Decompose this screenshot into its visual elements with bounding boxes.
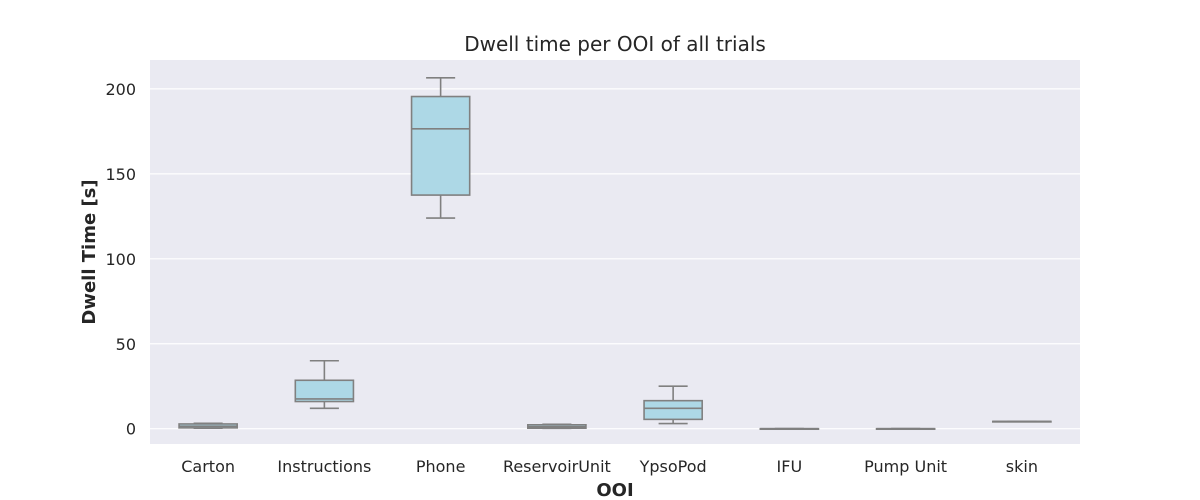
x-tick-label: Pump Unit	[864, 457, 947, 476]
y-axis-label: Dwell Time [s]	[79, 179, 100, 324]
y-tick-label: 150	[105, 165, 136, 184]
box-reservoirunit	[527, 423, 587, 430]
box-ypsopod	[643, 385, 703, 425]
y-tick-label: 50	[116, 335, 136, 354]
box-ifu	[759, 427, 820, 431]
box-pump-unit	[875, 427, 936, 431]
chart-title: Dwell time per OOI of all trials	[464, 32, 766, 56]
plot-area	[150, 60, 1080, 444]
x-tick-label: skin	[1006, 457, 1038, 476]
x-tick-label: ReservoirUnit	[503, 457, 611, 476]
x-tick-label: Instructions	[277, 457, 371, 476]
x-axis-label: OOI	[596, 480, 633, 500]
box-body	[294, 379, 355, 403]
box-phone	[410, 77, 471, 219]
x-tick-label: IFU	[777, 457, 803, 476]
box-carton	[178, 422, 238, 429]
y-axis-ticks: 0 50 100 150 200	[105, 80, 136, 439]
y-tick-label: 100	[105, 250, 136, 269]
box-series	[178, 77, 1052, 431]
box-body	[410, 95, 471, 196]
box-body	[643, 399, 703, 421]
y-tick-label: 200	[105, 80, 136, 99]
x-axis-ticks: Carton Instructions Phone ReservoirUnit Ypso…	[181, 457, 1038, 476]
x-tick-label: YpsoPod	[639, 457, 707, 476]
x-tick-label: Carton	[181, 457, 235, 476]
x-tick-label: Phone	[416, 457, 466, 476]
y-tick-label: 0	[126, 420, 136, 439]
box-instructions	[294, 359, 355, 410]
box-skin	[992, 420, 1052, 423]
